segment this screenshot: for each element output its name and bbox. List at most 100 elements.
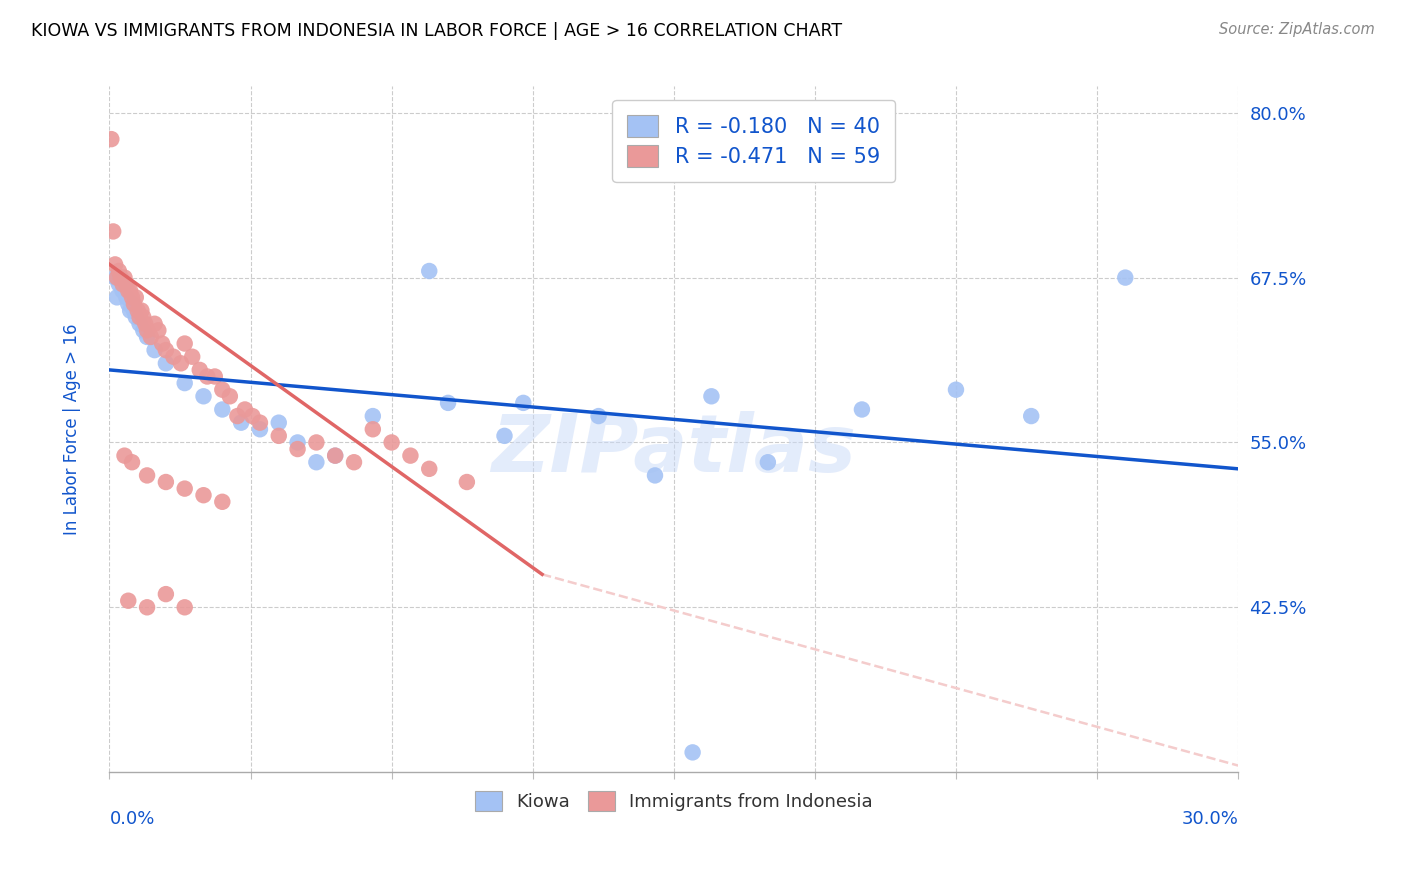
Point — [139, 330, 162, 344]
Point — [143, 343, 166, 358]
Point — [110, 270, 132, 285]
Point — [121, 455, 143, 469]
Point — [233, 402, 256, 417]
Text: KIOWA VS IMMIGRANTS FROM INDONESIA IN LABOR FORCE | AGE > 16 CORRELATION CHART: KIOWA VS IMMIGRANTS FROM INDONESIA IN LA… — [31, 22, 842, 40]
Point — [120, 303, 142, 318]
Text: Source: ZipAtlas.com: Source: ZipAtlas.com — [1219, 22, 1375, 37]
Point — [287, 442, 309, 456]
Point — [121, 297, 143, 311]
Point — [131, 303, 153, 318]
Point — [155, 356, 177, 370]
Legend: Kiowa, Immigrants from Indonesia: Kiowa, Immigrants from Indonesia — [467, 784, 880, 818]
Point — [418, 264, 440, 278]
Point — [1019, 409, 1042, 423]
Point — [105, 290, 128, 304]
Point — [155, 343, 177, 358]
Point — [173, 336, 195, 351]
Point — [323, 449, 346, 463]
Text: In Labor Force | Age > 16: In Labor Force | Age > 16 — [63, 324, 82, 535]
Point — [115, 290, 138, 304]
Point — [110, 270, 132, 285]
Point — [945, 383, 967, 397]
Point — [267, 429, 290, 443]
Point — [162, 350, 184, 364]
Point — [305, 455, 328, 469]
Point — [114, 449, 136, 463]
Point — [136, 600, 159, 615]
Point — [211, 495, 233, 509]
Point — [120, 284, 142, 298]
Point — [361, 422, 384, 436]
Point — [267, 416, 290, 430]
Point — [114, 270, 136, 285]
Point — [122, 303, 145, 318]
Point — [287, 435, 309, 450]
Point — [121, 290, 143, 304]
Point — [134, 317, 156, 331]
Point — [249, 416, 271, 430]
Point — [117, 297, 139, 311]
Point — [644, 468, 666, 483]
Point — [104, 270, 127, 285]
Point — [136, 468, 159, 483]
Point — [195, 369, 218, 384]
Point — [111, 277, 134, 292]
Point — [128, 310, 150, 325]
Point — [381, 435, 404, 450]
Point — [100, 132, 122, 146]
Point — [343, 455, 366, 469]
Point — [105, 270, 128, 285]
Point — [136, 323, 159, 337]
Point — [494, 429, 516, 443]
Point — [700, 389, 723, 403]
Point — [132, 310, 155, 325]
Point — [399, 449, 422, 463]
Point — [125, 310, 148, 325]
Point — [242, 409, 264, 423]
Point — [418, 462, 440, 476]
Point — [1114, 270, 1136, 285]
Point — [117, 593, 139, 607]
Point — [132, 323, 155, 337]
Point — [512, 396, 534, 410]
Point — [170, 356, 193, 370]
Point — [682, 745, 704, 759]
Point — [115, 277, 138, 292]
Point — [114, 277, 136, 292]
Point — [143, 317, 166, 331]
Point — [103, 224, 125, 238]
Point — [305, 435, 328, 450]
Point — [323, 449, 346, 463]
Text: 30.0%: 30.0% — [1181, 810, 1239, 828]
Point — [150, 336, 173, 351]
Point — [361, 409, 384, 423]
Point — [125, 290, 148, 304]
Point — [204, 369, 226, 384]
Point — [231, 416, 253, 430]
Point — [226, 409, 249, 423]
Point — [851, 402, 873, 417]
Point — [588, 409, 610, 423]
Point — [211, 383, 233, 397]
Point — [193, 488, 215, 502]
Point — [104, 257, 127, 271]
Point — [756, 455, 779, 469]
Point — [128, 317, 150, 331]
Point — [249, 422, 271, 436]
Point — [188, 363, 211, 377]
Text: 0.0%: 0.0% — [110, 810, 155, 828]
Point — [437, 396, 460, 410]
Point — [117, 284, 139, 298]
Point — [181, 350, 204, 364]
Point — [122, 297, 145, 311]
Point — [173, 376, 195, 390]
Point — [155, 475, 177, 489]
Point — [108, 264, 131, 278]
Point — [211, 402, 233, 417]
Point — [136, 330, 159, 344]
Point — [218, 389, 240, 403]
Point — [148, 323, 170, 337]
Text: ZIPatlas: ZIPatlas — [491, 411, 856, 489]
Point — [193, 389, 215, 403]
Point — [108, 277, 131, 292]
